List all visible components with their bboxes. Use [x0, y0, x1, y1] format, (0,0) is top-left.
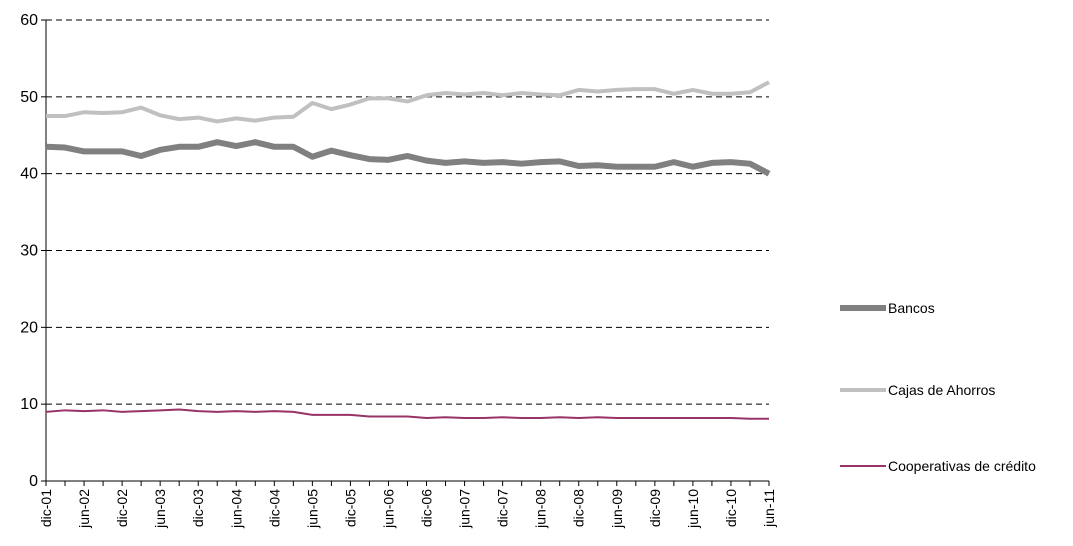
y-tick-label: 10	[20, 396, 38, 413]
x-tick-label: dic-07	[495, 489, 511, 527]
x-tick-label: jun-04	[228, 489, 244, 529]
x-tick-label: jun-03	[152, 489, 168, 529]
series-line	[45, 139, 771, 177]
x-tick-label: jun-10	[685, 489, 701, 529]
legend-label: Cooperativas de crédito	[888, 458, 1036, 474]
x-tick-label: dic-10	[723, 489, 739, 527]
legend-label: Bancos	[888, 300, 935, 316]
y-tick-label: 40	[20, 166, 38, 183]
x-tick-label: dic-03	[190, 489, 206, 527]
x-tick-label: jun-09	[609, 489, 625, 529]
x-tick-label: jun-07	[457, 489, 473, 529]
y-tick-label: 20	[20, 319, 38, 336]
x-tick-label: dic-08	[571, 489, 587, 527]
x-tick-label: dic-02	[114, 489, 130, 527]
x-tick-label: dic-06	[419, 489, 435, 527]
x-tick-label: dic-01	[38, 489, 54, 527]
y-tick-label: 0	[29, 473, 38, 490]
x-tick-label: jun-02	[76, 489, 92, 529]
series-line	[45, 408, 769, 420]
x-tick-label: dic-09	[647, 489, 663, 527]
y-tick-label: 30	[20, 243, 38, 260]
legend-label: Cajas de Ahorros	[888, 382, 995, 398]
series-line	[46, 80, 770, 124]
y-tick-label: 60	[20, 12, 38, 29]
y-tick-label: 50	[20, 89, 38, 106]
x-tick-label: jun-05	[304, 489, 320, 529]
x-tick-label: jun-11	[761, 489, 777, 528]
x-tick-label: dic-05	[342, 489, 358, 527]
x-tick-label: jun-08	[533, 489, 549, 529]
x-tick-label: jun-06	[380, 489, 396, 529]
x-tick-label: dic-04	[266, 489, 282, 527]
